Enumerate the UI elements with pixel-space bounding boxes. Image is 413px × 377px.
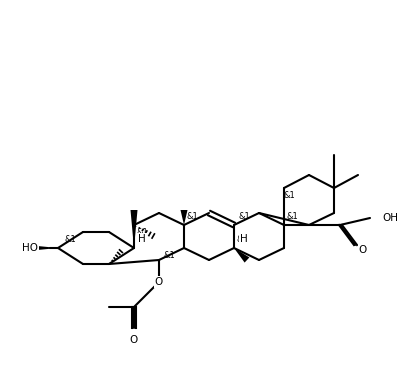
Text: OH: OH	[381, 213, 397, 223]
Text: O: O	[130, 335, 138, 345]
Text: &1: &1	[136, 236, 147, 245]
Text: H: H	[240, 234, 247, 244]
Text: HO: HO	[22, 243, 38, 253]
Polygon shape	[233, 248, 249, 262]
Polygon shape	[22, 245, 58, 251]
Text: &1: &1	[285, 213, 297, 222]
Text: O: O	[154, 277, 163, 287]
Text: &1: &1	[186, 213, 197, 222]
Text: O: O	[358, 245, 366, 255]
Text: &1: &1	[64, 236, 76, 245]
Text: &1: &1	[163, 250, 174, 259]
Text: &1: &1	[136, 228, 147, 238]
Polygon shape	[180, 210, 187, 225]
Text: H: H	[138, 234, 145, 244]
Polygon shape	[130, 210, 137, 248]
Text: &1: &1	[282, 192, 294, 201]
Text: &1: &1	[237, 213, 249, 222]
Text: &1: &1	[235, 236, 247, 245]
